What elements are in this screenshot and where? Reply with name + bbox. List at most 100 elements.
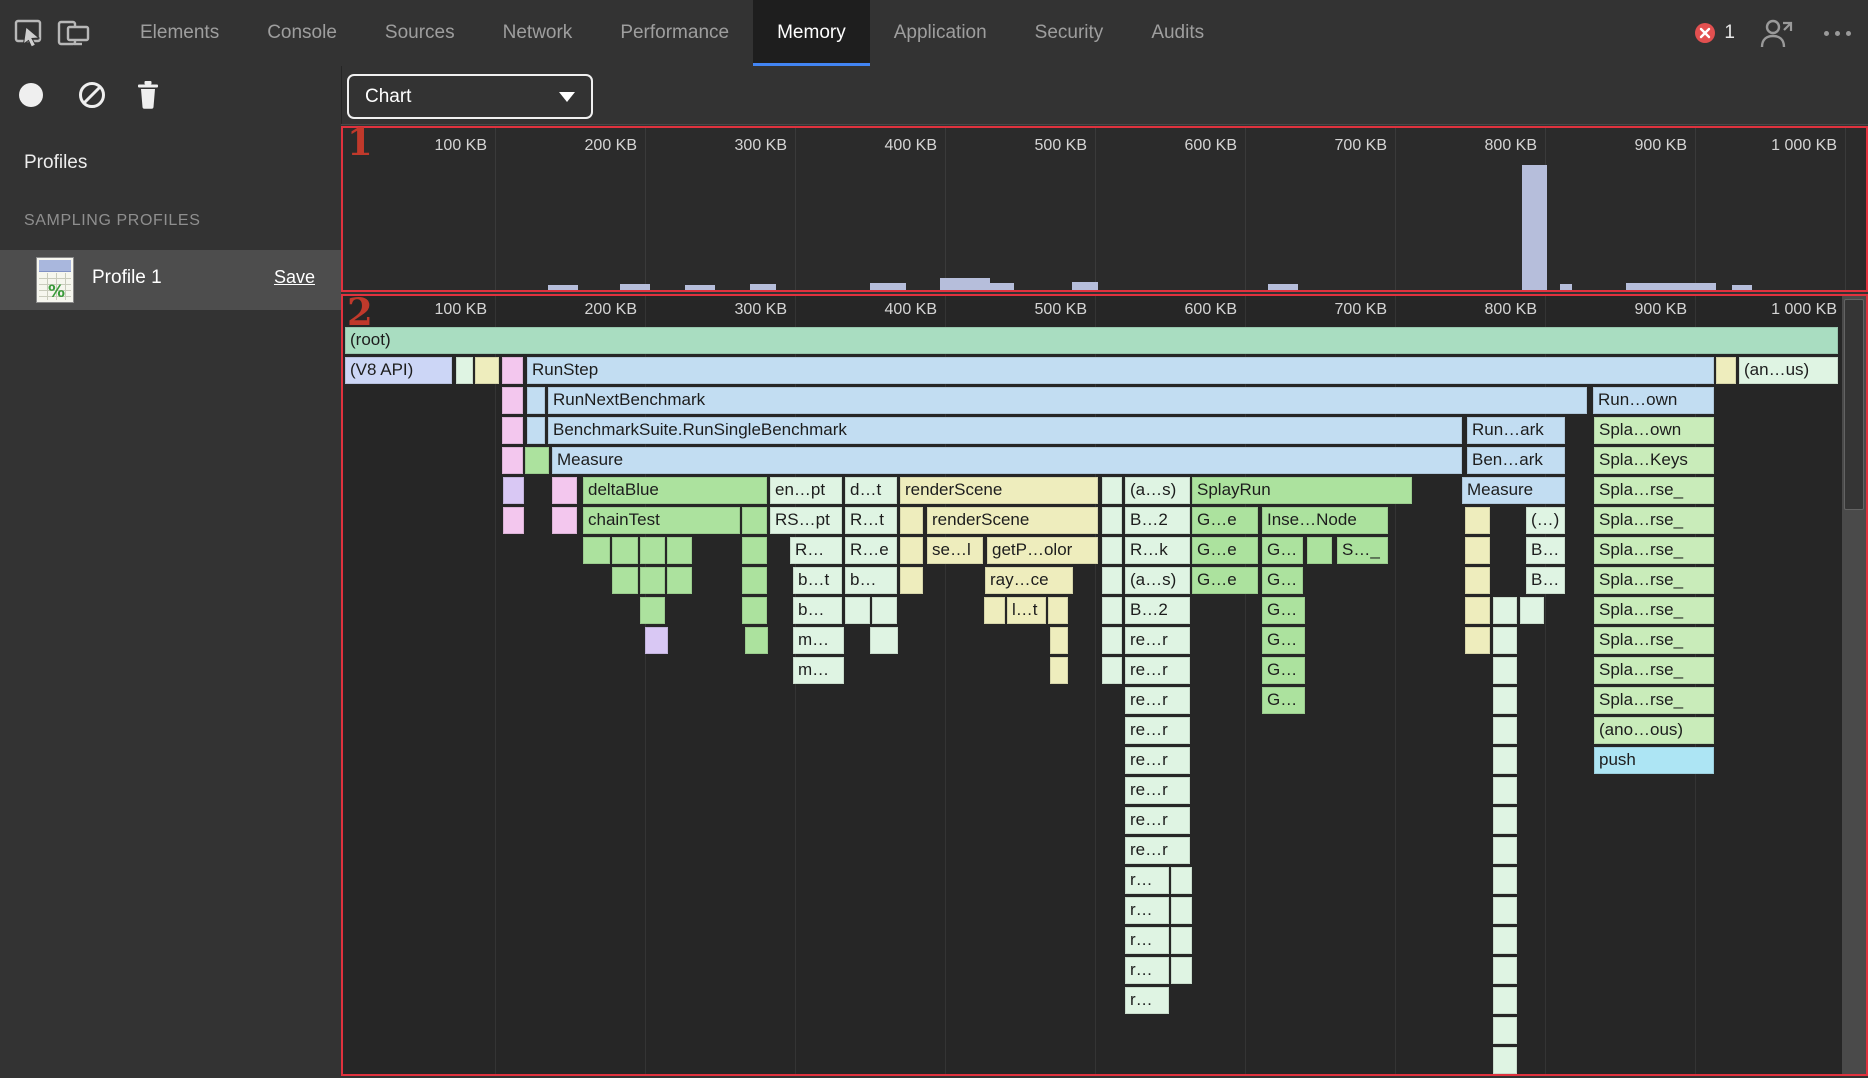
flame-block-g-[interactable]: G… (1262, 687, 1305, 714)
allocation-overview-pane[interactable]: 1 100 KB 200 KB 300 KB 400 KB 500 KB 600 KB 70… (341, 124, 1868, 292)
flame-block[interactable] (1493, 687, 1517, 714)
flame-block-re-r[interactable]: re…r (1125, 657, 1190, 684)
flame-block-spla-rse-[interactable]: Spla…rse_ (1594, 537, 1714, 564)
flame-block-run-own[interactable]: Run…own (1593, 387, 1714, 414)
flame-block-spla-rse-[interactable]: Spla…rse_ (1594, 567, 1714, 594)
flame-block--an-us-[interactable]: (an…us) (1739, 357, 1838, 384)
flame-block-r-[interactable]: r… (1125, 867, 1169, 894)
flame-block--ano-ous-[interactable]: (ano…ous) (1594, 717, 1714, 744)
flame-block[interactable] (525, 447, 549, 474)
flame-block[interactable] (1493, 867, 1517, 894)
flame-block[interactable] (1493, 657, 1517, 684)
flame-block-b-2[interactable]: B…2 (1125, 507, 1190, 534)
flame-block[interactable] (1493, 837, 1517, 864)
flame-block-re-r[interactable]: re…r (1125, 717, 1190, 744)
flame-block[interactable] (1465, 507, 1490, 534)
flame-block[interactable] (1465, 627, 1490, 654)
flame-block[interactable] (1465, 597, 1490, 624)
flame-block--v8-api-[interactable]: (V8 API) (345, 357, 452, 384)
flame-block[interactable] (1716, 357, 1736, 384)
flame-block-measure[interactable]: Measure (552, 447, 1462, 474)
flame-block[interactable] (1102, 477, 1122, 504)
flame-block[interactable] (1465, 537, 1490, 564)
flame-block-splayrun[interactable]: SplayRun (1192, 477, 1412, 504)
flame-block-re-r[interactable]: re…r (1125, 837, 1190, 864)
flame-block[interactable] (1493, 597, 1517, 624)
device-toolbar-icon[interactable] (52, 11, 96, 55)
flame-block[interactable] (552, 507, 577, 534)
flame-block-ray-ce[interactable]: ray…ce (985, 567, 1073, 594)
tab-elements[interactable]: Elements (140, 22, 220, 43)
flame-block[interactable] (552, 477, 577, 504)
flame-block-g-e[interactable]: G…e (1192, 507, 1258, 534)
flame-block-b-t[interactable]: b…t (793, 567, 842, 594)
flame-block[interactable] (1493, 627, 1517, 654)
flame-block--root-[interactable]: (root) (345, 327, 1838, 354)
flame-block-ben-ark[interactable]: Ben…ark (1467, 447, 1565, 474)
flame-block[interactable] (583, 537, 610, 564)
flame-block-g-e[interactable]: G…e (1192, 537, 1258, 564)
flame-block-spla-rse-[interactable]: Spla…rse_ (1594, 657, 1714, 684)
flame-block[interactable] (1493, 1017, 1517, 1044)
flame-block--a-s-[interactable]: (a…s) (1125, 567, 1190, 594)
flame-block[interactable] (667, 567, 692, 594)
overflow-menu-icon[interactable] (1821, 30, 1854, 36)
flame-block[interactable] (1102, 597, 1122, 624)
flame-block[interactable] (1520, 597, 1544, 624)
flame-block-inse-node[interactable]: Inse…Node (1262, 507, 1388, 534)
flame-block[interactable] (527, 387, 545, 414)
flame-block-spla-own[interactable]: Spla…own (1594, 417, 1714, 444)
tab-application[interactable]: Application (893, 22, 987, 43)
flame-block[interactable] (640, 597, 665, 624)
flame-block-b-2[interactable]: B…2 (1125, 597, 1190, 624)
flame-block[interactable] (900, 567, 923, 594)
flame-block[interactable] (872, 597, 897, 624)
flame-block-g-[interactable]: G… (1262, 597, 1305, 624)
flame-block-spla-rse-[interactable]: Spla…rse_ (1594, 477, 1714, 504)
flame-block[interactable] (1171, 927, 1192, 954)
flame-block[interactable] (742, 567, 767, 594)
flame-block-r-t[interactable]: R…t (845, 507, 897, 534)
flame-block[interactable] (1050, 627, 1068, 654)
flame-block-s-[interactable]: S…_ (1337, 537, 1388, 564)
flame-block-push[interactable]: push (1594, 747, 1714, 774)
flame-block[interactable] (1493, 747, 1517, 774)
flame-block-r-[interactable]: r… (1125, 987, 1169, 1014)
view-mode-select[interactable]: Chart (347, 74, 593, 119)
flame-block--a-s-[interactable]: (a…s) (1125, 477, 1190, 504)
flame-block-r-k[interactable]: R…k (1125, 537, 1190, 564)
flame-block-re-r[interactable]: re…r (1125, 687, 1190, 714)
flame-block[interactable] (1050, 657, 1068, 684)
flame-block-benchmarksuite-runsinglebenchmark[interactable]: BenchmarkSuite.RunSingleBenchmark (548, 417, 1462, 444)
inspect-icon[interactable] (8, 11, 52, 55)
tab-network[interactable]: Network (502, 22, 573, 43)
flame-block[interactable] (1171, 957, 1192, 984)
flame-block[interactable] (742, 537, 767, 564)
console-error-indicator[interactable]: 1 (1693, 21, 1735, 45)
flame-block-g-[interactable]: G… (1262, 657, 1305, 684)
tab-memory[interactable]: Memory (753, 0, 870, 66)
flame-block-chaintest[interactable]: chainTest (583, 507, 740, 534)
flame-block[interactable] (984, 597, 1005, 624)
flame-scrollbar[interactable] (1842, 296, 1866, 1074)
flame-block-rs-pt[interactable]: RS…pt (770, 507, 842, 534)
flame-block-r-[interactable]: r… (1125, 897, 1169, 924)
flame-block[interactable] (1493, 777, 1517, 804)
flame-block-deltablue[interactable]: deltaBlue (583, 477, 767, 504)
flame-block-spla-rse-[interactable]: Spla…rse_ (1594, 597, 1714, 624)
record-icon[interactable] (10, 74, 52, 116)
flame-block[interactable] (456, 357, 473, 384)
scrollbar-thumb[interactable] (1844, 299, 1864, 510)
flame-block-b-[interactable]: B… (1526, 567, 1565, 594)
flame-block-renderscene[interactable]: renderScene (927, 507, 1098, 534)
flame-block[interactable] (502, 387, 523, 414)
flame-block-spla-keys[interactable]: Spla…Keys (1594, 447, 1714, 474)
flame-block[interactable] (1102, 507, 1122, 534)
flame-block-b-[interactable]: b… (845, 567, 897, 594)
flame-block[interactable] (640, 567, 665, 594)
flame-block[interactable] (1493, 717, 1517, 744)
flame-block[interactable] (1307, 537, 1332, 564)
flame-block[interactable] (502, 447, 523, 474)
flame-block-m-[interactable]: m… (793, 657, 844, 684)
flame-block[interactable] (640, 537, 665, 564)
